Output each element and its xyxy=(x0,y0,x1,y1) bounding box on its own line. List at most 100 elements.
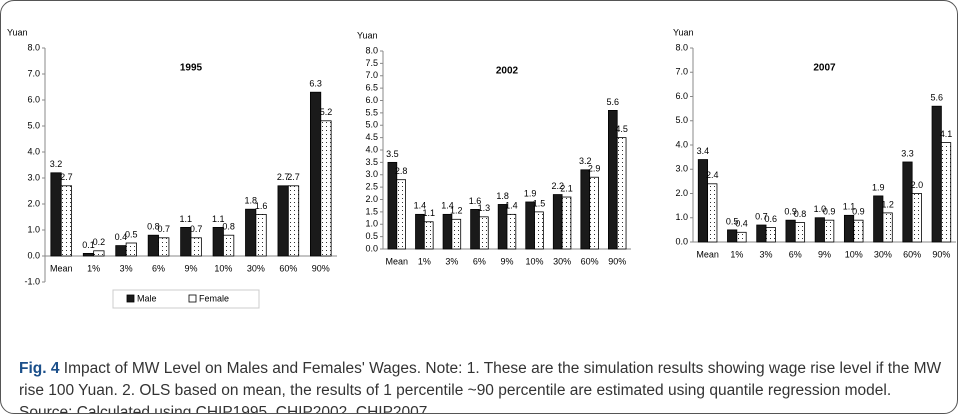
bar xyxy=(736,231,747,243)
y-tick-label: 2.5 xyxy=(365,182,378,192)
y-axis-label: Yuan xyxy=(357,30,378,40)
x-tick-label: 1% xyxy=(730,249,743,259)
bar xyxy=(824,219,835,243)
value-label: 2.4 xyxy=(706,170,719,180)
chart-title: 2002 xyxy=(496,66,519,77)
x-tick-label: 90% xyxy=(932,249,950,259)
value-label: 0.8 xyxy=(222,222,235,232)
value-label: 4.1 xyxy=(940,129,953,139)
value-label: 1.0 xyxy=(814,204,827,214)
value-label: 3.2 xyxy=(579,156,592,166)
value-label: 0.5 xyxy=(726,216,739,226)
bar xyxy=(82,252,95,257)
y-tick-label: 2.0 xyxy=(675,188,688,198)
bar xyxy=(223,234,235,257)
bar xyxy=(115,245,127,257)
x-tick-label: 3% xyxy=(120,263,133,273)
y-tick-label: 6.0 xyxy=(675,91,688,101)
x-tick-label: 1% xyxy=(418,256,431,266)
bar xyxy=(415,213,425,250)
x-tick-label: 10% xyxy=(214,263,232,273)
y-tick-label: 1.0 xyxy=(27,224,40,234)
value-label: 5.6 xyxy=(607,97,620,107)
charts: Yuan 1995 -1.0 0.0 1.0 2.0 3.0 4.0 5.0 6.0 7.0 8.0 M… xyxy=(7,27,956,309)
bar xyxy=(451,218,462,250)
bar xyxy=(843,214,855,243)
y-tick-label: 1.0 xyxy=(365,219,378,229)
y-tick-label: 3.0 xyxy=(27,172,40,182)
x-tick-label: 3% xyxy=(760,249,773,259)
value-label: 3.5 xyxy=(386,149,399,159)
x-tick-label: 9% xyxy=(500,256,513,266)
y-tick-label: 5.0 xyxy=(365,120,378,130)
value-label: 1.1 xyxy=(212,214,225,224)
value-label: 1.2 xyxy=(881,199,894,209)
value-label: 0.6 xyxy=(764,214,777,224)
value-label: 3.3 xyxy=(901,148,914,158)
chart-title: 2007 xyxy=(813,63,836,74)
x-tick-label: 60% xyxy=(581,256,599,266)
bar xyxy=(882,212,893,243)
y-tick-label: 7.0 xyxy=(27,68,40,78)
legend-box xyxy=(112,289,260,309)
value-label: 2.2 xyxy=(551,181,564,191)
value-label: 1.8 xyxy=(496,191,509,201)
bar xyxy=(707,183,718,243)
value-label: 0.4 xyxy=(115,232,128,242)
bar xyxy=(423,221,434,250)
bar xyxy=(277,185,289,257)
value-label: 1.1 xyxy=(843,202,856,212)
bar xyxy=(785,219,796,243)
y-tick-label: 8.0 xyxy=(675,42,688,52)
x-tick-label: 6% xyxy=(152,263,165,273)
x-tick-label: 6% xyxy=(473,256,486,266)
y-tick-label: 6.0 xyxy=(365,95,378,105)
bar xyxy=(552,194,563,250)
bar xyxy=(479,216,489,250)
bar xyxy=(245,208,257,257)
bar xyxy=(911,193,922,243)
x-tick-label: Mean xyxy=(386,256,409,266)
value-label: 0.9 xyxy=(784,207,797,217)
value-label: 1.4 xyxy=(505,201,518,211)
value-label: 4.5 xyxy=(615,124,628,134)
y-tick-label: 0.0 xyxy=(365,243,378,253)
value-label: 1.1 xyxy=(422,208,435,218)
value-label: 1.9 xyxy=(872,182,885,192)
x-tick-label: 10% xyxy=(526,256,544,266)
value-label: 0.8 xyxy=(147,222,160,232)
y-tick-label: 4.0 xyxy=(675,139,688,149)
y-tick-label: 4.0 xyxy=(27,146,40,156)
caption-label: Fig. 4 xyxy=(19,360,60,377)
bar xyxy=(525,201,535,250)
value-label: 3.4 xyxy=(697,146,710,156)
bar xyxy=(794,222,806,243)
y-tick-label: 0.0 xyxy=(27,250,40,260)
y-tick-label: 4.5 xyxy=(365,132,378,142)
x-tick-label: 60% xyxy=(279,263,297,273)
y-tick-label: 4.0 xyxy=(365,144,378,154)
bar xyxy=(506,213,517,250)
bar xyxy=(212,226,224,257)
bar xyxy=(727,229,738,243)
x-tick-label: 3% xyxy=(445,256,458,266)
x-tick-label: 9% xyxy=(184,263,197,273)
x-tick-label: Mean xyxy=(696,249,719,259)
y-tick-label: 3.0 xyxy=(365,169,378,179)
caption-text: Impact of MW Level on Males and Females'… xyxy=(19,360,942,414)
value-label: 0.5 xyxy=(125,229,138,239)
y-tick-label: 1.5 xyxy=(365,206,378,216)
y-tick-label: 8.0 xyxy=(365,45,378,55)
bar xyxy=(902,161,913,243)
value-label: 2.1 xyxy=(560,183,573,193)
bar xyxy=(320,120,332,257)
x-tick-label: 30% xyxy=(247,263,265,273)
legend-label: Male xyxy=(137,293,157,303)
y-axis-label: Yuan xyxy=(7,27,28,37)
bar xyxy=(50,172,62,257)
bar xyxy=(814,217,825,243)
bar xyxy=(147,234,159,257)
value-label: 0.9 xyxy=(823,207,836,217)
legend-swatch xyxy=(126,294,135,303)
